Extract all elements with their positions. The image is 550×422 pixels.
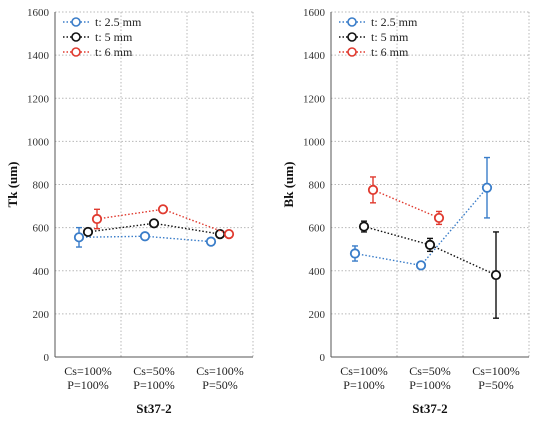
panel-2-legend-label: t: 2.5 mm [371,15,418,29]
panel-2-y-tick-label: 0 [320,352,326,364]
panel-2-x-tick-label: Cs=100% [472,364,519,378]
panel-1-x-tick-label: Cs=100% [196,364,243,378]
panel-1-legend-marker [71,47,81,57]
panel-1-y-tick-label: 1400 [27,50,50,62]
panel-1-legend-marker [71,17,81,27]
panel-1-y-tick-label: 600 [33,223,50,235]
panel-2-x-tick-label: Cs=50% [409,364,450,378]
panel-1-data-point [205,236,217,247]
panel-2-y-tick-label: 400 [309,266,326,278]
panel-2-data-point [415,260,427,271]
panel-2-data-point [481,182,493,193]
panel-2-data-point [433,212,445,224]
panel-2-legend-marker [347,47,357,57]
panel-1-x-tick-label: Cs=100% [64,364,111,378]
panel-2-x-tick-label: P=50% [478,378,513,392]
panel-2-data-point [424,239,436,250]
panel-2-series-line [354,187,488,267]
panel-1-series-line [78,235,212,243]
panel-2-data-point [490,269,502,281]
panel-1-y-tick-label: 0 [44,352,50,364]
panel-1-data-point [82,226,94,238]
panel-2-legend-label: t: 5 mm [371,30,409,44]
panel-1-y-tick-label: 400 [33,266,50,278]
panel-2-y-tick-label: 1200 [303,93,326,105]
panel-1-x-tick-label: P=100% [67,378,108,392]
panel-1-y-tick-label: 800 [33,180,50,192]
panel-1-legend-label: t: 2.5 mm [95,15,142,29]
panel-1-data-point [148,218,160,229]
panel-1-data-point [91,213,103,225]
panel-1-x-tick-label: Cs=50% [133,364,174,378]
panel-1-x-axis-title: St37-2 [136,401,171,416]
panel-2-y-tick-label: 200 [309,309,326,321]
panel-1-data-point [223,228,235,240]
panel-2-series-line [372,189,440,219]
panel-1-y-tick-label: 200 [33,309,50,321]
panel-2-legend-label: t: 6 mm [371,45,409,59]
panel-1-data-point [73,232,85,243]
panel-1-legend-label: t: 6 mm [95,45,133,59]
panel-2-x-tick-label: P=100% [409,378,450,392]
panel-2-y-tick-label: 1400 [303,50,326,62]
panel-2-y-tick-label: 800 [309,180,326,192]
panel-1-x-tick-label: P=100% [133,378,174,392]
panel-1-x-tick-label: P=50% [202,378,237,392]
panel-1-legend-marker [71,32,81,42]
panel-1-legend-label: t: 5 mm [95,30,133,44]
panel-1-data-point [139,231,151,242]
panel-2-y-tick-label: 1000 [303,136,326,148]
panel-2-data-point [367,184,379,195]
panel-2-x-axis-title: St37-2 [412,401,447,416]
panel-1-y-tick-label: 1600 [27,7,50,19]
panel-2-y-axis-title: Bk (um) [281,162,296,208]
panel-1-data-point [157,204,169,215]
panel-2-x-tick-label: Cs=100% [340,364,387,378]
panel-1-y-tick-label: 1200 [27,93,50,105]
panel-2-y-tick-label: 600 [309,223,326,235]
panel-2-series-line [363,225,497,276]
panel-2-x-tick-label: P=100% [343,378,384,392]
panel-2-data-point [358,221,370,232]
panel-1-y-tick-label: 1000 [27,136,50,148]
panel-2-legend-marker [347,17,357,27]
panel-2-y-tick-label: 1600 [303,7,326,19]
panel-1-y-axis-title: Tk (um) [5,162,20,208]
panel-2-legend-marker [347,32,357,42]
panel-2-data-point [349,248,361,259]
